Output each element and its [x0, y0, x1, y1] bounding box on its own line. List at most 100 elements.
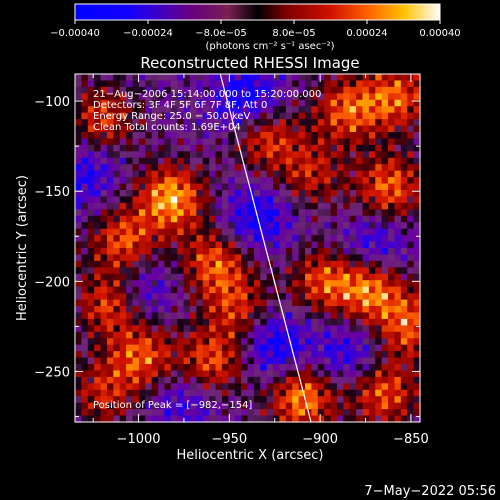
heatmap-cell	[234, 151, 242, 159]
heatmap-cell	[151, 80, 159, 88]
heatmap-cell	[343, 222, 351, 230]
heatmap-cell	[266, 351, 274, 359]
heatmap-cell	[253, 273, 261, 281]
heatmap-cell	[228, 318, 236, 326]
heatmap-cell	[298, 325, 306, 333]
heatmap-cell	[368, 228, 376, 236]
heatmap-cell	[151, 409, 159, 417]
heatmap-cell	[190, 344, 197, 352]
heatmap-cell	[75, 170, 82, 178]
heatmap-cell	[209, 164, 217, 172]
heatmap-cell	[228, 331, 236, 339]
heatmap-cell	[298, 364, 306, 372]
heatmap-cell	[164, 383, 172, 391]
heatmap-cell	[349, 196, 357, 204]
heatmap-cell	[221, 299, 229, 307]
heatmap-cell	[356, 260, 364, 268]
heatmap-cell	[375, 306, 383, 314]
heatmap-cell	[381, 80, 389, 88]
heatmap-cell	[209, 273, 217, 281]
heatmap-cell	[317, 228, 325, 236]
heatmap-cell	[119, 312, 127, 320]
heatmap-cell	[273, 409, 281, 417]
heatmap-cell	[221, 254, 229, 262]
heatmap-cell	[113, 415, 121, 423]
heatmap-cell	[381, 344, 389, 352]
heatmap-cell	[247, 132, 255, 140]
heatmap-cell	[106, 312, 114, 320]
heatmap-cell	[368, 99, 376, 107]
heatmap-cell	[81, 267, 89, 275]
heatmap-cell	[196, 260, 204, 268]
heatmap-cell	[190, 112, 197, 120]
heatmap-cell	[330, 267, 338, 275]
heatmap-cell	[298, 376, 306, 384]
heatmap-cell	[138, 357, 146, 365]
heatmap-cell	[266, 74, 274, 82]
heatmap-cell	[253, 306, 261, 314]
heatmap-cell	[100, 351, 108, 359]
heatmap-cell	[164, 248, 172, 256]
heatmap-cell	[164, 293, 172, 301]
heatmap-cell	[164, 312, 172, 320]
heatmap-cell	[113, 215, 121, 223]
heatmap-cell	[388, 170, 396, 178]
heatmap-cell	[164, 177, 172, 185]
heatmap-cell	[311, 402, 319, 410]
heatmap-cell	[145, 80, 153, 88]
heatmap-cell	[356, 370, 364, 378]
heatmap-cell	[183, 144, 191, 152]
heatmap-cell	[183, 222, 191, 230]
heatmap-cell	[324, 376, 332, 384]
heatmap-cell	[330, 331, 338, 339]
heatmap-cell	[343, 415, 351, 423]
heatmap-cell	[145, 351, 153, 359]
heatmap-cell	[375, 164, 383, 172]
heatmap-cell	[298, 370, 306, 378]
heatmap-cell	[368, 351, 376, 359]
heatmap-cell	[292, 267, 300, 275]
heatmap-cell	[285, 396, 293, 404]
heatmap-cell	[330, 80, 338, 88]
heatmap-cell	[349, 190, 357, 198]
heatmap-cell	[228, 351, 236, 359]
heatmap-cell	[81, 99, 89, 107]
heatmap-cell	[285, 170, 293, 178]
heatmap-cell	[113, 241, 121, 249]
heatmap-cell	[407, 228, 415, 236]
heatmap-cell	[317, 106, 325, 114]
heatmap-cell	[151, 351, 159, 359]
heatmap-cell	[177, 74, 185, 82]
heatmap-cell	[356, 170, 364, 178]
heatmap-cell	[413, 177, 421, 185]
heatmap-cell	[285, 364, 293, 372]
heatmap-cell	[368, 280, 376, 288]
heatmap-cell	[113, 99, 121, 107]
heatmap-cell	[266, 383, 274, 391]
heatmap-cell	[324, 344, 332, 352]
heatmap-cell	[106, 80, 114, 88]
heatmap-cell	[336, 235, 344, 243]
heatmap-cell	[311, 183, 319, 191]
heatmap-cell	[81, 306, 89, 314]
heatmap-cell	[279, 222, 287, 230]
heatmap-cell	[266, 299, 274, 307]
heatmap-cell	[362, 389, 370, 397]
heatmap-cell	[177, 106, 185, 114]
heatmap-cell	[132, 170, 140, 178]
heatmap-cell	[215, 299, 223, 307]
heatmap-cell	[87, 170, 95, 178]
heatmap-cell	[266, 119, 274, 127]
heatmap-cell	[209, 196, 217, 204]
heatmap-cell	[375, 170, 383, 178]
heatmap-cell	[190, 383, 197, 391]
heatmap-cell	[381, 402, 389, 410]
heatmap-cell	[234, 183, 242, 191]
heatmap-cell	[368, 183, 376, 191]
heatmap-cell	[209, 325, 217, 333]
heatmap-cell	[375, 241, 383, 249]
heatmap-cell	[388, 376, 396, 384]
heatmap-cell	[324, 273, 332, 281]
heatmap-cell	[81, 254, 89, 262]
heatmap-cell	[75, 280, 82, 288]
